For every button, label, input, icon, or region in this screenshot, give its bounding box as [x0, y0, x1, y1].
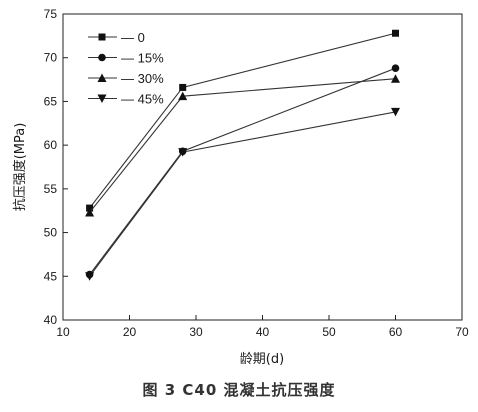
data-point-s2-1	[178, 91, 188, 101]
legend-label-2: — 30%	[121, 71, 164, 86]
data-point-s3-0	[85, 272, 95, 281]
data-point-s0-2	[392, 29, 399, 37]
x-tick-label-1: 20	[123, 325, 137, 339]
x-axis-label: 龄期(d)	[240, 352, 284, 367]
data-point-s2-0	[85, 207, 95, 217]
legend-marker-1	[98, 53, 106, 62]
x-tick-label-0: 10	[56, 325, 70, 339]
legend-marker-0	[98, 33, 106, 41]
legend-label-1: — 15%	[121, 51, 164, 66]
y-tick-label-5: 65	[44, 94, 58, 108]
y-tick-label-2: 50	[44, 226, 58, 240]
figure-caption: 图 3 C40 混凝土抗压强度	[142, 381, 336, 399]
legend: — 0 — 15% — 30% — 45%	[88, 30, 164, 107]
series-line-3	[89, 111, 396, 277]
data-point-s0-1	[179, 83, 187, 91]
legend-label-0: — 0	[121, 30, 145, 45]
axis-ticks: 10 20 30 40 50 60 70 40 45 50 55 60 65 70 75	[44, 7, 469, 339]
data-point-s3-2	[391, 107, 400, 117]
legend-marker-2	[97, 73, 107, 82]
legend-label-3: — 45%	[121, 92, 164, 107]
data-point-s1-2	[391, 64, 400, 73]
y-tick-label-6: 70	[44, 51, 58, 65]
y-tick-label-4: 60	[44, 138, 58, 152]
y-tick-label-3: 55	[44, 182, 58, 196]
x-tick-label-2: 30	[189, 325, 203, 339]
data-point-s2-2	[391, 74, 400, 83]
x-tick-label-5: 60	[389, 325, 403, 339]
legend-marker-3	[97, 94, 107, 103]
y-tick-label-1: 45	[44, 269, 58, 283]
data-point-s3-1	[178, 148, 188, 157]
x-tick-label-3: 40	[256, 325, 270, 339]
series-layer	[85, 29, 400, 281]
y-axis-label: 抗压强度(MPa)	[12, 123, 28, 212]
y-tick-label-7: 75	[44, 7, 58, 21]
y-tick-label-0: 40	[44, 313, 58, 327]
x-tick-label-4: 50	[322, 325, 336, 339]
x-tick-label-6: 70	[455, 325, 469, 339]
